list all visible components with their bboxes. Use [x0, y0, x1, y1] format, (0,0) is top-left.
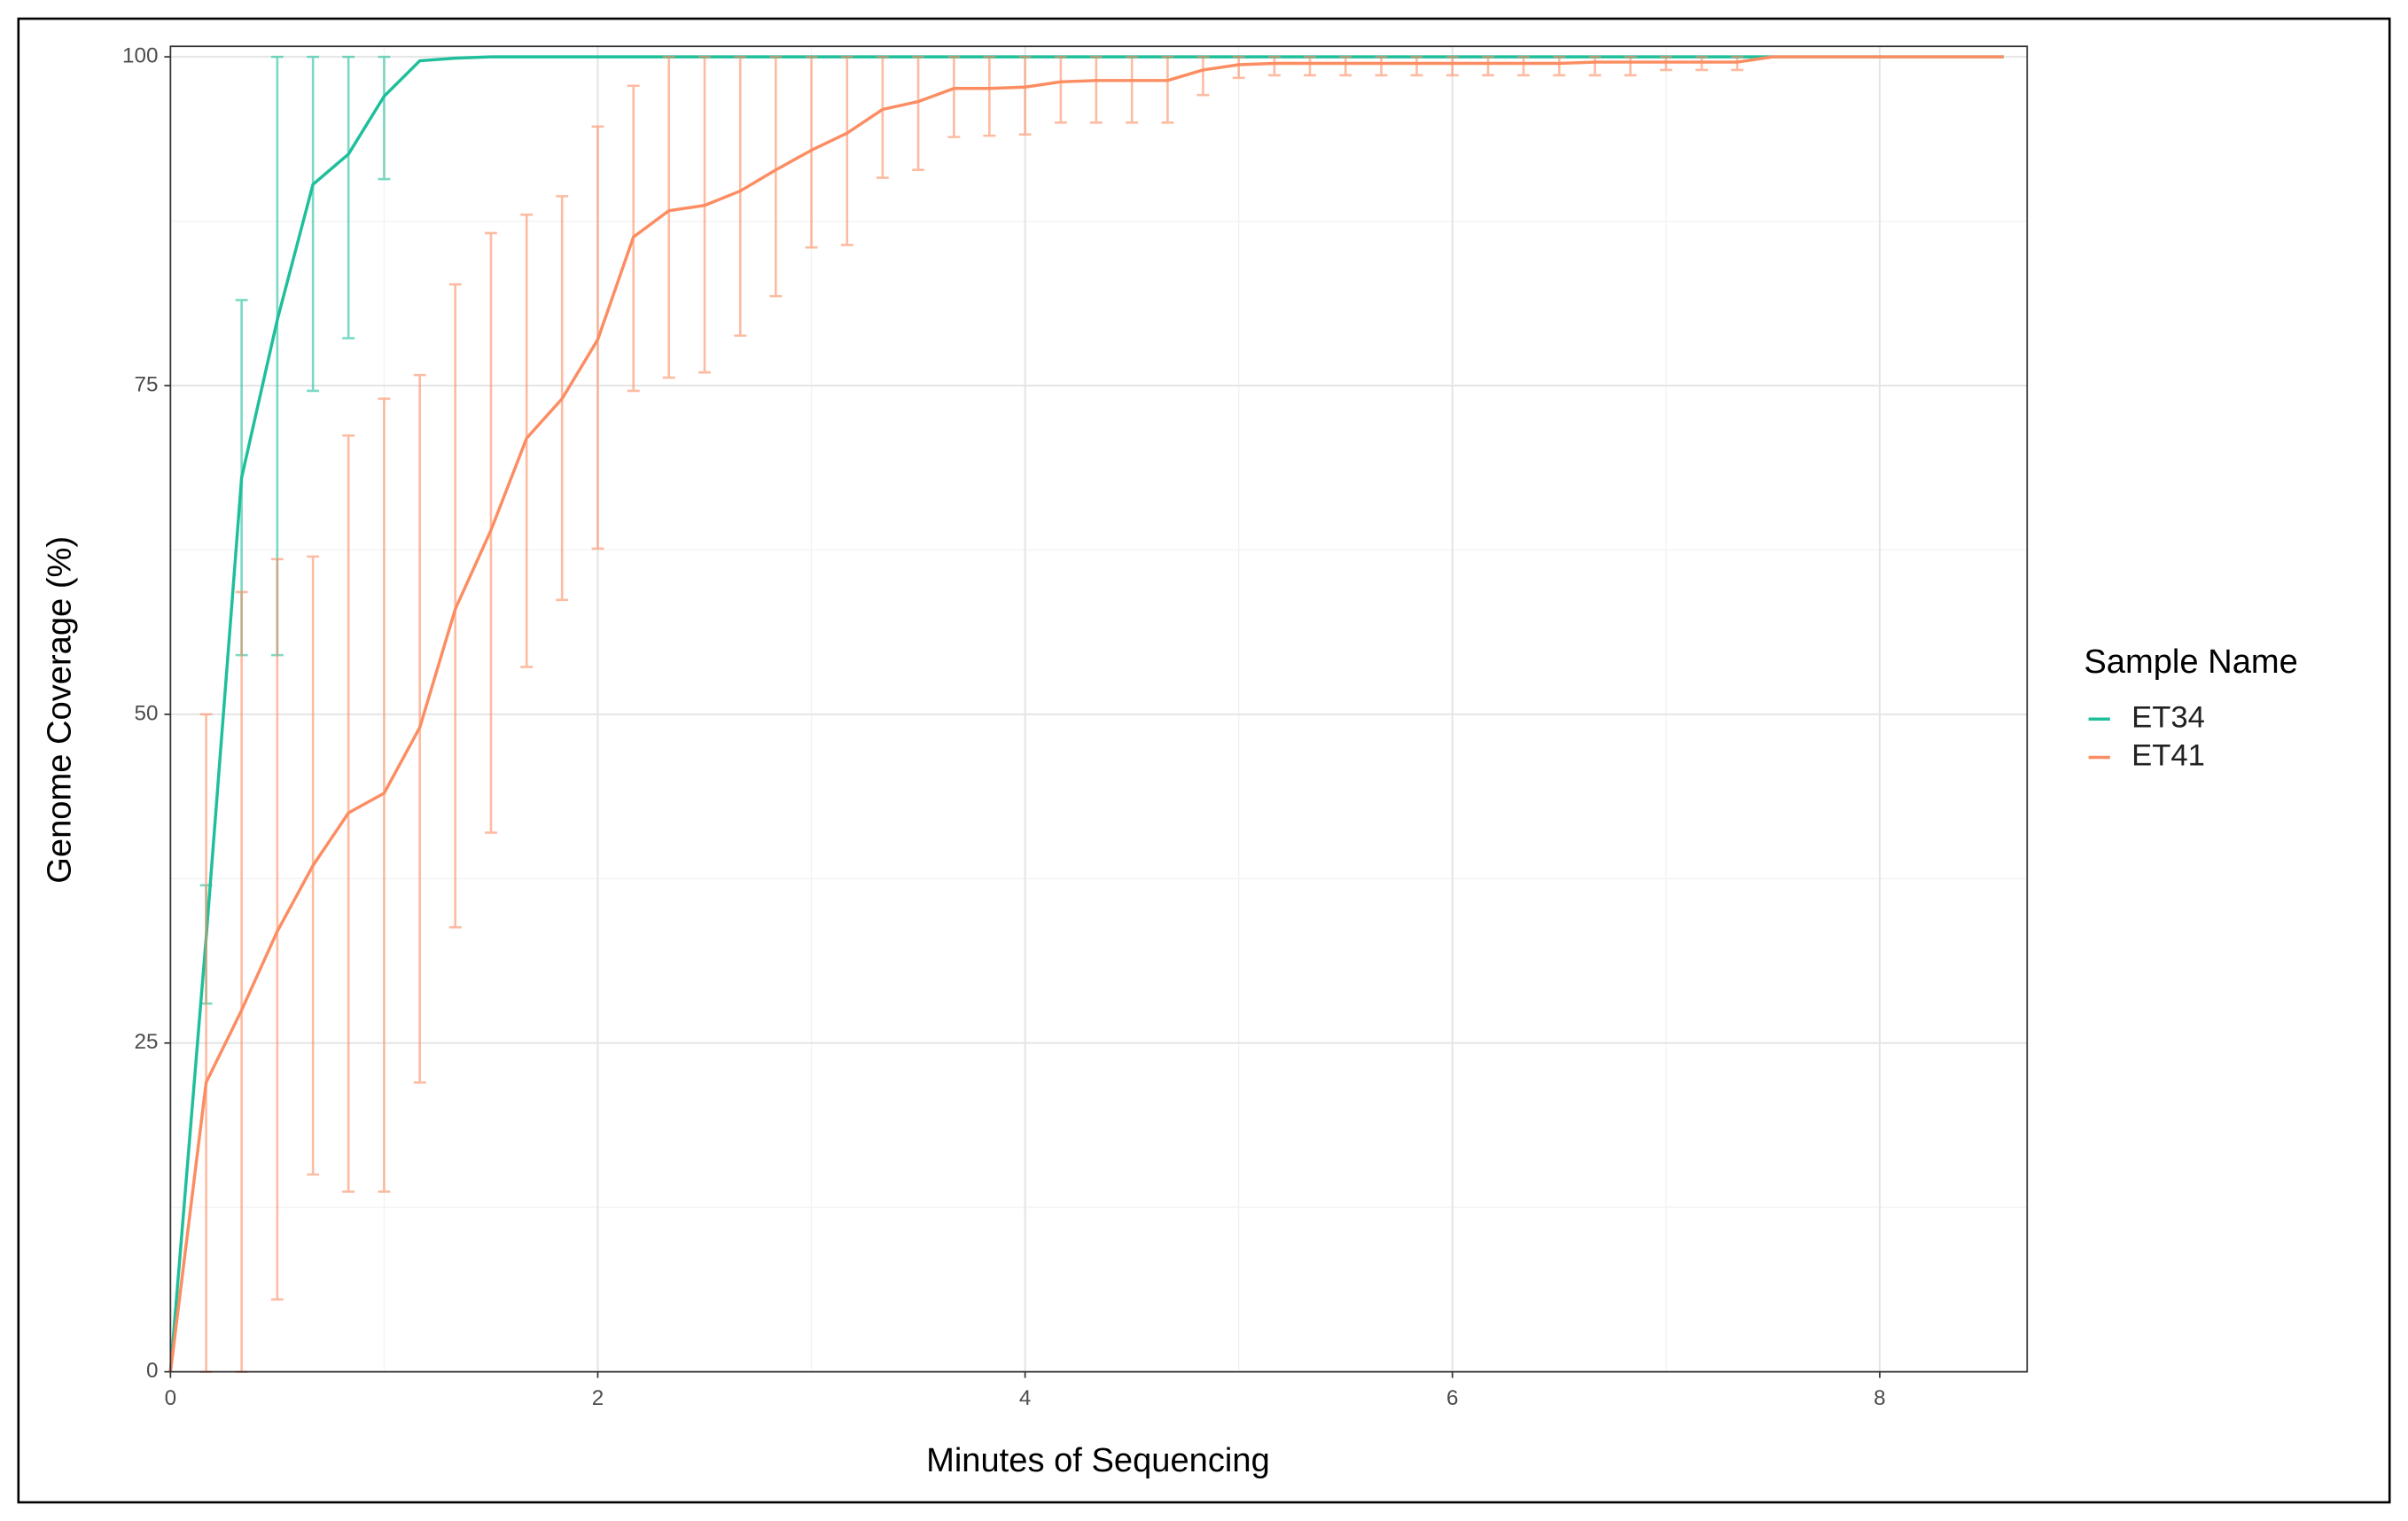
x-tick-label: 0 [165, 1386, 177, 1410]
y-tick-label: 75 [134, 372, 158, 396]
error-bar [1126, 55, 1139, 124]
error-bar [805, 55, 818, 249]
error-bar [947, 55, 961, 138]
error-bar [1624, 55, 1637, 77]
x-tick-label: 8 [1874, 1386, 1886, 1410]
y-tick-label: 25 [134, 1030, 158, 1054]
error-bar [840, 55, 853, 246]
error-bar [912, 55, 925, 172]
error-bar [1304, 55, 1316, 77]
legend-title: Sample Name [2084, 643, 2297, 681]
error-bar [1339, 55, 1352, 77]
error-bar [734, 55, 747, 337]
x-axis-title: Minutes of Sequencing [926, 1441, 1270, 1479]
y-axis-title: Genome Coverage (%) [40, 536, 78, 884]
error-bar [698, 55, 711, 374]
x-tick-label: 2 [592, 1386, 604, 1410]
error-bar [1161, 55, 1174, 124]
error-bar [307, 55, 320, 393]
error-bar [1517, 55, 1530, 77]
error-bar [378, 397, 391, 1193]
error-bar [983, 55, 996, 137]
panel-border [169, 45, 2029, 1373]
error-bar [769, 55, 783, 298]
error-bar [1054, 55, 1067, 124]
error-bar [1588, 55, 1601, 77]
error-bar [1553, 55, 1566, 77]
legend-label: ET41 [2131, 739, 2205, 773]
error-bar [1018, 55, 1032, 136]
error-bar [378, 55, 391, 181]
y-tick-label: 0 [146, 1359, 159, 1383]
x-tick-label: 4 [1019, 1386, 1032, 1410]
legend: ET34 ET41 [2088, 700, 2205, 773]
error-bar [1482, 55, 1494, 77]
error-bar [342, 55, 355, 339]
error-bar [1232, 55, 1245, 80]
series-line [168, 55, 2004, 1372]
error-bar [1446, 55, 1459, 77]
y-tick-label: 50 [134, 701, 158, 725]
error-bar [1089, 55, 1103, 124]
error-bar [1375, 55, 1388, 77]
error-bar [1196, 55, 1210, 97]
error-bar [1268, 55, 1281, 77]
error-bar [876, 55, 889, 179]
legend-label: ET34 [2131, 700, 2205, 734]
error-bar [662, 55, 675, 379]
error-bar [1410, 55, 1423, 77]
screenshot-frame [17, 17, 2391, 1504]
x-tick-label: 6 [1446, 1386, 1459, 1410]
y-tick-label: 100 [122, 44, 158, 68]
